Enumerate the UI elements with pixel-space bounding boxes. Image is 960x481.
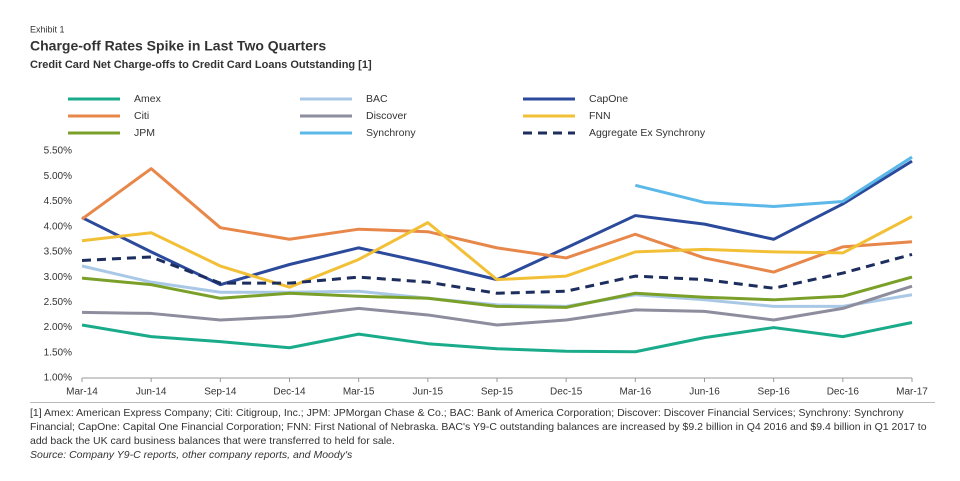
legend-label: FNN <box>589 110 611 122</box>
series-line <box>81 284 913 327</box>
y-tick-label: 3.50% <box>44 247 72 258</box>
source: Source: Company Y9-C reports, other comp… <box>30 449 353 461</box>
series-line <box>634 155 913 208</box>
y-tick-label: 5.00% <box>44 171 72 182</box>
footnote: [1] Amex: American Express Company; Citi… <box>30 402 935 462</box>
y-tick-label: 1.00% <box>44 373 72 384</box>
series-line <box>81 275 913 309</box>
y-tick-label: 4.50% <box>44 196 72 207</box>
series-line <box>81 252 913 295</box>
legend-label: Citi <box>134 110 149 122</box>
chart: Exhibit 1 Charge-off Rates Spike in Last… <box>30 24 928 398</box>
legend-label: BAC <box>366 93 388 105</box>
x-tick-label: Dec-14 <box>273 387 306 398</box>
x-tick-label: Jun-15 <box>413 387 444 398</box>
x-tick-label: Sep-15 <box>481 387 514 398</box>
x-tick-label: Mar-14 <box>66 387 98 398</box>
x-tick-label: Mar-15 <box>343 387 375 398</box>
legend-label: Aggregate Ex Synchrony <box>589 127 706 139</box>
y-tick-label: 5.50% <box>44 146 72 157</box>
note: [1] Amex: American Express Company; Citi… <box>30 407 927 447</box>
x-tick-label: Sep-14 <box>204 387 237 398</box>
x-tick-label: Dec-15 <box>550 387 583 398</box>
legend-label: Discover <box>366 110 407 122</box>
legend-label: Synchrony <box>366 127 416 139</box>
x-tick-label: Dec-16 <box>827 387 860 398</box>
legend-label: JPM <box>134 127 155 139</box>
x-tick-label: Jun-14 <box>136 387 167 398</box>
legend-label: Amex <box>134 93 162 105</box>
chart-subtitle: Credit Card Net Charge-offs to Credit Ca… <box>30 59 372 71</box>
legend-label: CapOne <box>589 93 628 105</box>
y-tick-label: 2.50% <box>44 297 72 308</box>
x-tick-label: Jun-16 <box>689 387 720 398</box>
series-line <box>81 321 913 354</box>
series-line <box>81 264 913 308</box>
x-tick-label: Sep-16 <box>758 387 791 398</box>
chart-title: Charge-off Rates Spike in Last Two Quart… <box>30 38 326 54</box>
y-tick-label: 3.00% <box>44 272 72 283</box>
x-tick-label: Mar-17 <box>896 387 928 398</box>
y-tick-label: 1.50% <box>44 347 72 358</box>
series-line <box>81 215 913 289</box>
series-line <box>81 167 913 274</box>
y-tick-label: 4.00% <box>44 221 72 232</box>
exhibit-label: Exhibit 1 <box>30 24 65 34</box>
x-tick-label: Mar-16 <box>619 387 651 398</box>
y-tick-label: 2.00% <box>44 322 72 333</box>
